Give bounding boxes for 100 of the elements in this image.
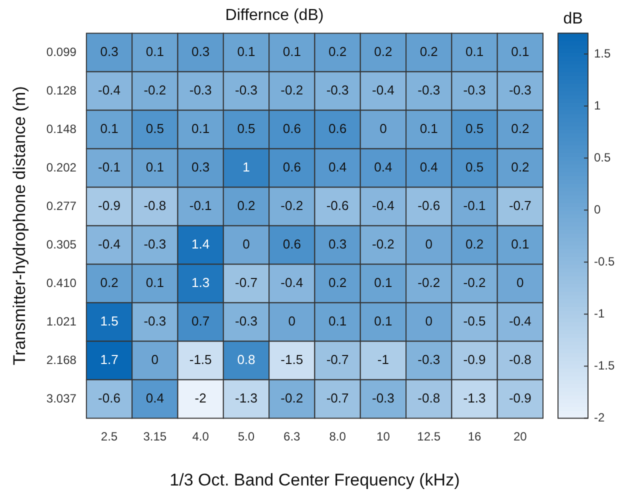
chart-title: Differnce (dB) [225,7,324,24]
data-label: 0 [288,314,296,329]
data-label: -0.6 [326,198,349,214]
data-label: 0.1 [146,275,164,290]
y-tick-label: 1.021 [46,314,77,328]
data-label: -0.8 [144,198,166,214]
data-label: -0.6 [418,198,440,214]
data-label: -0.4 [280,275,304,290]
data-label: 0.1 [192,121,210,136]
data-label: -0.1 [189,198,212,214]
data-label: 0.1 [100,121,118,136]
color-bar-label: -1 [594,306,605,320]
data-label: 0.7 [192,314,210,329]
color-bar-label: 1.5 [594,46,612,60]
x-tick-label: 16 [468,430,482,444]
data-label: -0.7 [326,352,349,368]
data-label: 0.1 [146,160,164,175]
color-bar-title: dB [563,10,583,28]
data-label: 0.2 [100,275,118,290]
data-label: -0.7 [508,198,532,214]
x-tick-label: 5.0 [238,430,255,444]
y-tick-label: 0.148 [46,122,77,136]
data-label: -0.3 [144,236,166,252]
data-label: -0.3 [418,352,440,368]
data-label: -0.2 [372,236,394,252]
data-label: 1 [242,160,250,175]
data-label: 0.1 [328,314,347,329]
data-label: 0.5 [237,121,256,136]
color-bar-label: 0.5 [594,150,612,164]
data-label: -0.3 [235,82,258,98]
x-tick-label: 12.5 [417,430,441,444]
data-label: 0.1 [374,314,392,329]
data-label: 0.2 [420,44,438,60]
color-bar-label: -0.5 [594,254,616,268]
data-label: -0.2 [463,275,486,290]
y-tick-label: 0.277 [46,198,77,213]
data-label: 0 [516,275,524,290]
data-label: -0.3 [372,390,394,406]
data-label: -0.3 [326,82,349,98]
data-label: 1.4 [192,236,210,252]
data-label: 0.1 [282,44,301,60]
x-tick-label: 4.0 [192,430,210,444]
data-label: -0.1 [98,160,120,175]
data-label: -1.5 [280,352,304,368]
data-label: 1.3 [192,275,210,290]
data-label: -0.2 [280,198,304,214]
data-label: 0.6 [282,236,301,252]
data-label: -1 [377,352,389,368]
data-label: 0.2 [328,44,347,60]
color-bar-label: 0 [594,202,601,216]
data-label: -0.4 [508,314,532,329]
y-tick-label: 2.168 [46,352,77,367]
data-label: 0.5 [465,160,484,175]
data-label: -0.1 [463,198,486,214]
data-label: -0.4 [98,236,120,252]
data-label: 0.2 [465,236,484,252]
data-label: -0.3 [418,82,440,98]
y-tick-label: 0.410 [46,276,77,290]
data-label: 0 [425,314,432,329]
data-label: 0.4 [146,390,164,406]
color-bar-label: -2 [594,410,605,425]
data-label: -0.9 [463,352,486,368]
data-label: 0.1 [146,44,164,60]
y-axis-title: Transmitter-hydrophone distance (m) [10,86,29,366]
y-tick-label: 0.305 [46,237,77,252]
data-label: 0.1 [511,236,530,252]
data-label: 0.1 [465,44,484,60]
data-label: -0.9 [98,198,120,214]
x-tick-label: 10 [376,430,390,444]
x-tick-label: 3.15 [143,430,167,444]
x-tick-label: 2.5 [100,430,118,444]
x-tick-label: 20 [513,430,528,444]
data-label: 0.3 [328,236,347,252]
data-label: -0.9 [508,390,532,406]
data-label: 0.2 [511,160,530,175]
data-label: -0.5 [463,314,486,329]
x-tick-label: 6.3 [284,430,301,444]
data-label: -0.7 [235,275,258,290]
data-label: 0.6 [282,121,301,136]
data-label: 0.3 [100,44,118,60]
data-label: 0.5 [146,121,164,136]
data-label: -0.2 [418,275,440,290]
data-label: 0.6 [328,121,347,136]
data-label: -0.8 [508,352,532,368]
data-label: -2 [194,390,206,406]
data-label: 0 [242,236,250,252]
data-label: 0.2 [328,275,347,290]
data-label: 0.4 [374,160,392,175]
data-label: -0.3 [189,82,212,98]
data-label: 0.1 [237,44,256,60]
data-label: -0.4 [98,82,120,98]
data-label: -0.3 [508,82,532,98]
data-label: 0 [151,352,159,368]
data-label: -0.4 [372,82,394,98]
data-label: -1.5 [189,352,212,368]
data-label: 0.2 [511,121,530,136]
data-label: 0.3 [192,44,210,60]
data-label: 0.5 [465,121,484,136]
y-tick-label: 3.037 [46,391,77,406]
data-label: 0.1 [420,121,438,136]
